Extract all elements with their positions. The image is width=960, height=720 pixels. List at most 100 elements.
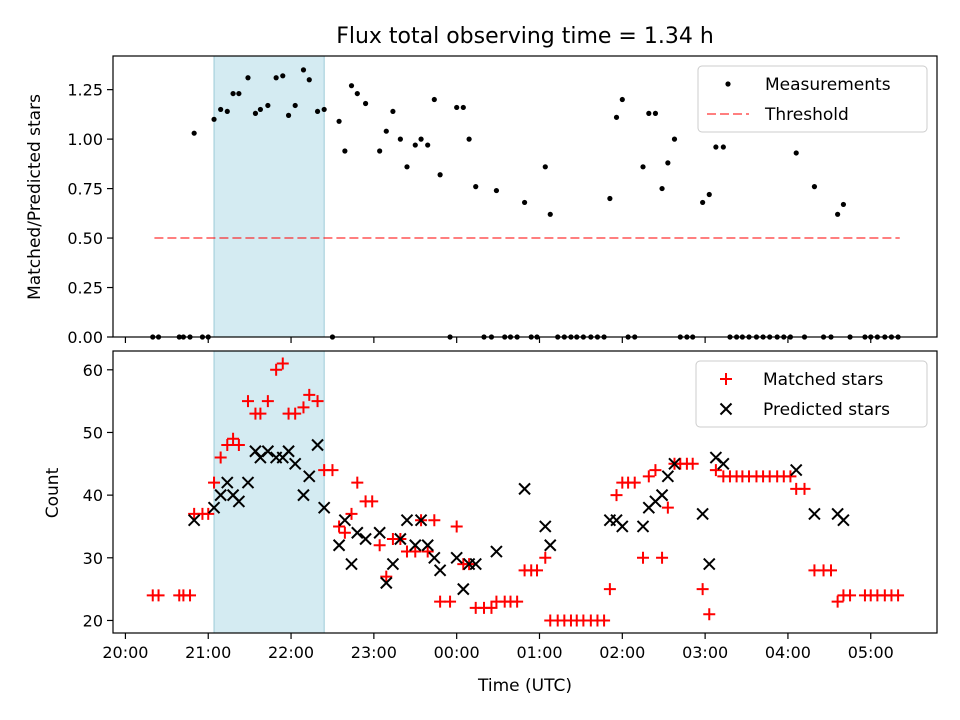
matched-star-marker xyxy=(380,570,393,583)
measurement-point xyxy=(671,136,678,142)
legend-bottom: Matched stars Predicted stars xyxy=(695,360,928,428)
predicted-star-marker xyxy=(214,488,227,502)
matched-star-marker xyxy=(686,457,699,470)
matched-star-marker xyxy=(409,545,422,558)
measurement-point xyxy=(811,184,818,190)
matched-star-marker xyxy=(289,407,302,420)
predicted-star-marker xyxy=(297,488,310,502)
predicted-star-marker xyxy=(539,520,552,533)
measurement-point xyxy=(665,160,671,166)
bottom-y-tick-label: 50 xyxy=(83,423,103,442)
matched-star-marker xyxy=(345,507,358,520)
bottom-y-tick-label: 40 xyxy=(83,486,103,505)
matched-star-marker xyxy=(311,395,324,408)
predicted-star-marker xyxy=(359,532,372,546)
bottom-y-tick-label: 20 xyxy=(83,611,103,630)
matched-star-marker xyxy=(656,551,669,564)
measurement-point xyxy=(713,144,719,150)
predicted-star-marker xyxy=(332,539,346,552)
matched-star-marker xyxy=(824,564,837,577)
matched-star-marker xyxy=(610,489,623,502)
matched-star-marker xyxy=(202,507,215,520)
predicted-star-marker xyxy=(241,476,255,489)
legend-bottom-box xyxy=(695,360,928,428)
measurement-point xyxy=(300,67,307,73)
measurement-point xyxy=(613,114,620,120)
matched-star-marker xyxy=(351,476,364,489)
measurement-point xyxy=(280,73,286,79)
top-shaded-span xyxy=(213,55,325,338)
predicted-star-marker xyxy=(428,551,441,565)
measurement-point xyxy=(390,108,396,115)
x-tick-label: 03:00 xyxy=(682,643,728,662)
predicted-star-marker xyxy=(421,539,434,552)
measurement-point xyxy=(252,110,259,116)
measurement-point xyxy=(460,104,466,111)
predicted-star-marker xyxy=(414,513,428,527)
measurement-point xyxy=(835,211,841,217)
predicted-star-marker xyxy=(261,445,275,458)
matched-star-marker xyxy=(637,551,650,564)
matched-star-marker xyxy=(232,439,245,451)
measurement-point xyxy=(431,96,437,103)
matched-star-marker xyxy=(241,395,254,408)
matched-star-marker xyxy=(338,526,351,539)
x-tick-label: 22:00 xyxy=(268,643,314,662)
predicted-star-marker xyxy=(703,557,716,571)
predicted-star-marker xyxy=(232,495,246,508)
matched-star-marker xyxy=(261,395,274,408)
measurement-point xyxy=(362,100,369,107)
matched-star-marker xyxy=(270,363,283,376)
predicted-star-marker xyxy=(373,526,386,539)
measurement-point xyxy=(236,90,242,97)
predicted-star-marker xyxy=(433,564,447,577)
matched-star-marker xyxy=(214,451,227,464)
predicted-star-marker xyxy=(303,470,316,483)
measurement-point xyxy=(273,75,279,81)
predicted-star-marker xyxy=(409,539,422,552)
y-axis-label-top: Matched/Predicted stars xyxy=(25,94,45,300)
legend-label: Threshold xyxy=(764,105,849,125)
matched-star-marker xyxy=(485,601,498,614)
measurement-point xyxy=(348,83,355,89)
predicted-star-marker xyxy=(380,576,393,590)
measurement-point xyxy=(314,108,321,115)
measurement-point xyxy=(211,116,217,122)
measurement-point xyxy=(257,106,264,113)
x-tick-label: 05:00 xyxy=(848,643,894,662)
predicted-star-marker xyxy=(655,488,669,502)
measurement-point xyxy=(404,164,410,170)
measurement-point xyxy=(466,136,472,142)
predicted-star-marker xyxy=(207,501,221,514)
matched-star-marker xyxy=(598,614,611,627)
matched-star-marker xyxy=(539,551,552,564)
predicted-star-marker xyxy=(544,539,557,552)
measurement-point xyxy=(336,118,342,124)
matched-star-marker xyxy=(333,520,346,533)
matched-star-marker xyxy=(844,589,857,602)
measurement-point xyxy=(454,104,460,111)
matched-star-marker xyxy=(709,464,722,477)
legend-marker-matched xyxy=(720,373,732,385)
matched-star-marker xyxy=(221,439,234,451)
matched-star-marker xyxy=(227,432,240,445)
legend-label: Predicted stars xyxy=(763,400,890,420)
measurement-point xyxy=(659,185,665,192)
top-y-tick-label: 0.00 xyxy=(67,328,103,347)
matched-star-marker xyxy=(511,595,524,608)
predicted-star-marker xyxy=(717,457,730,471)
predicted-star-marker xyxy=(790,463,803,477)
measurement-point xyxy=(377,148,383,154)
matched-star-marker xyxy=(184,589,197,602)
measurement-point xyxy=(619,96,625,103)
predicted-star-marker xyxy=(696,507,709,521)
measurement-point xyxy=(245,75,251,81)
matched-star-marker xyxy=(450,520,463,533)
x-tick-label: 21:00 xyxy=(185,643,231,662)
predicted-star-marker xyxy=(808,507,821,521)
matched-star-marker xyxy=(444,595,457,608)
matched-star-marker xyxy=(421,545,434,558)
matched-star-marker xyxy=(798,482,811,495)
predicted-star-marker xyxy=(282,445,295,458)
measurement-point xyxy=(265,102,271,109)
